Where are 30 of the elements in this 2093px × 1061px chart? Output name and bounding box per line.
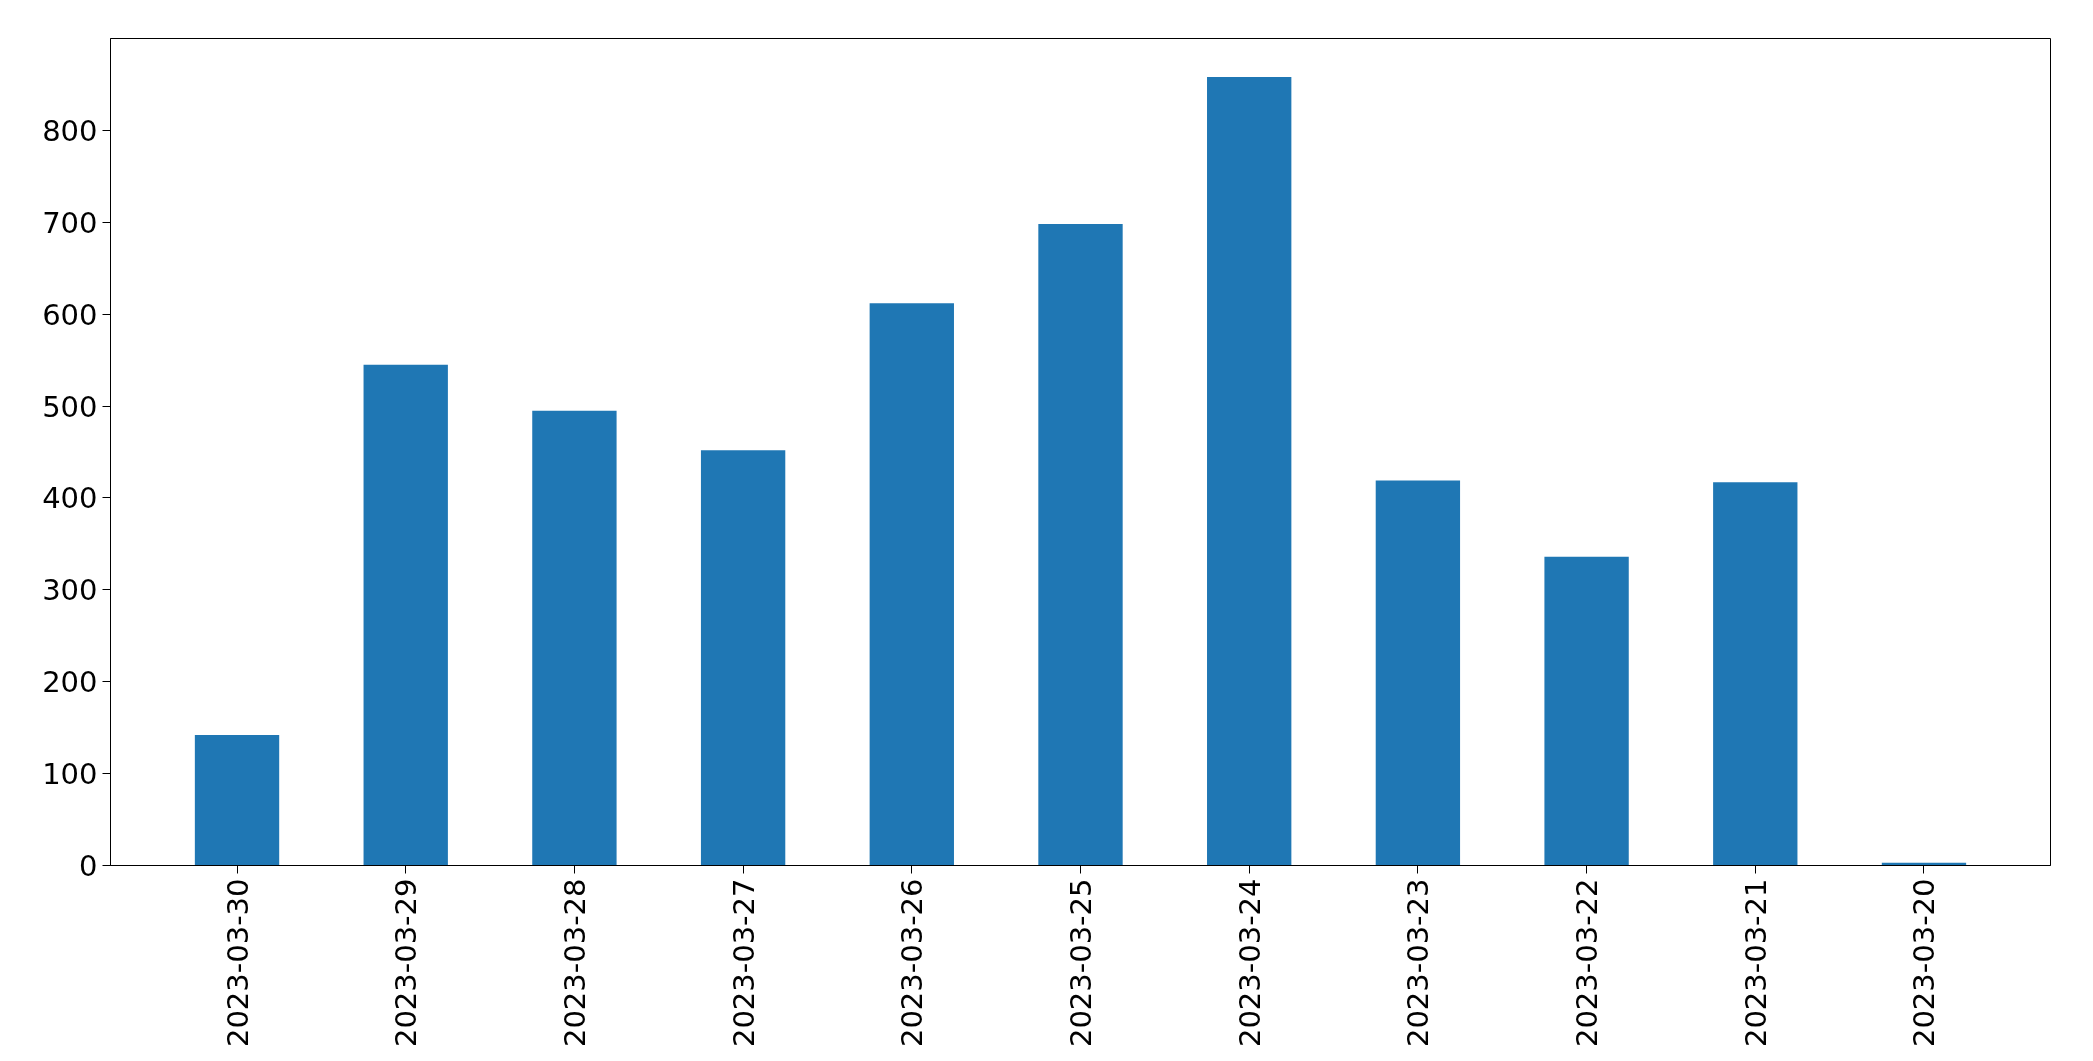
- x-tick-label: 2023-03-28: [557, 878, 592, 1048]
- x-tick-label: 2023-03-24: [1232, 878, 1267, 1048]
- y-tick-label: 500: [42, 389, 98, 424]
- x-tick-label: 2023-03-22: [1570, 878, 1605, 1048]
- y-tick-label: 300: [42, 573, 98, 608]
- x-tick-label: 2023-03-29: [389, 878, 424, 1048]
- x-tick-label: 2023-03-23: [1401, 878, 1436, 1048]
- bar: [1544, 556, 1629, 866]
- x-tick-label: 2023-03-30: [220, 878, 255, 1048]
- y-tick-label: 800: [42, 113, 98, 148]
- bar: [1713, 482, 1798, 866]
- bar: [1038, 224, 1123, 866]
- x-tick-label: 2023-03-25: [1064, 878, 1098, 1048]
- y-tick-label: 100: [42, 757, 98, 792]
- bar: [194, 735, 280, 866]
- bar: [532, 410, 617, 866]
- y-tick-label: 0: [79, 849, 98, 883]
- y-tick-label: 700: [42, 205, 98, 240]
- y-tick-label: 600: [42, 297, 98, 332]
- x-tick-label: 2023-03-27: [726, 878, 761, 1048]
- y-tick-label: 400: [42, 481, 98, 516]
- bar: [1207, 77, 1292, 866]
- bar: [869, 303, 954, 866]
- x-tick-label: 2023-03-20: [1907, 878, 1942, 1048]
- x-tick-label: 2023-03-21: [1738, 878, 1773, 1048]
- y-tick-label: 200: [42, 665, 98, 700]
- bar: [700, 450, 786, 866]
- bar: [363, 364, 448, 866]
- bar: [1375, 480, 1461, 866]
- x-tick-label: 2023-03-26: [895, 878, 930, 1048]
